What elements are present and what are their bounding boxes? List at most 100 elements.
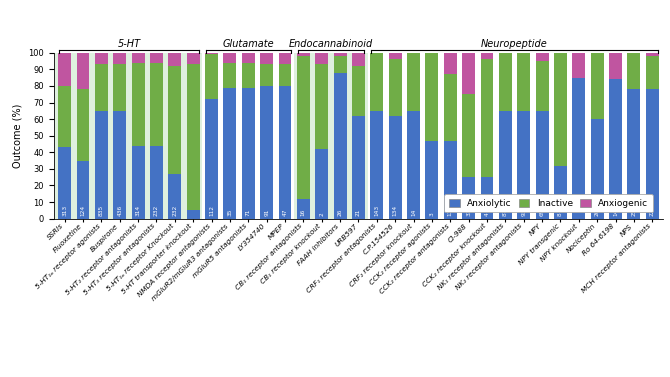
- Bar: [352, 66, 365, 116]
- Bar: [444, 141, 457, 219]
- Bar: [187, 53, 200, 64]
- Bar: [389, 60, 401, 116]
- Text: 14: 14: [613, 209, 618, 216]
- Bar: [95, 53, 108, 64]
- Bar: [462, 53, 475, 94]
- Bar: [131, 63, 145, 146]
- Bar: [371, 111, 383, 219]
- Bar: [334, 56, 346, 73]
- Text: 14: 14: [411, 209, 416, 216]
- Bar: [425, 141, 438, 219]
- Bar: [242, 53, 255, 63]
- Bar: [368, 53, 661, 219]
- Bar: [646, 89, 659, 219]
- Text: 835: 835: [99, 205, 104, 216]
- Bar: [95, 64, 108, 111]
- Bar: [499, 111, 512, 219]
- Text: 5-HT: 5-HT: [117, 39, 141, 49]
- Bar: [517, 111, 530, 219]
- Bar: [242, 63, 255, 87]
- Text: 4: 4: [484, 212, 490, 216]
- Bar: [150, 53, 163, 63]
- Bar: [572, 53, 586, 78]
- Bar: [444, 74, 457, 141]
- Bar: [425, 53, 438, 141]
- Text: Neuropeptide: Neuropeptide: [481, 39, 548, 49]
- Bar: [628, 89, 641, 219]
- Bar: [131, 53, 145, 63]
- Text: 25: 25: [631, 209, 636, 216]
- Text: 3: 3: [429, 212, 434, 216]
- Text: 20: 20: [595, 209, 600, 216]
- Bar: [389, 53, 401, 60]
- Text: 232: 232: [172, 205, 178, 216]
- Bar: [316, 53, 328, 64]
- Text: 134: 134: [393, 205, 398, 216]
- Text: 124: 124: [80, 205, 86, 216]
- Bar: [205, 53, 218, 54]
- Bar: [371, 53, 383, 111]
- Bar: [554, 53, 567, 166]
- Text: 35: 35: [227, 209, 232, 216]
- Bar: [536, 61, 549, 111]
- Bar: [56, 53, 202, 219]
- Bar: [334, 53, 346, 56]
- Bar: [499, 53, 512, 111]
- Bar: [480, 177, 493, 219]
- Bar: [462, 177, 475, 219]
- Bar: [591, 119, 604, 219]
- Bar: [297, 199, 310, 219]
- Text: 2: 2: [319, 212, 324, 216]
- Bar: [554, 166, 567, 219]
- Bar: [260, 64, 273, 86]
- Bar: [205, 54, 218, 99]
- Bar: [297, 56, 310, 199]
- Text: 314: 314: [135, 205, 141, 216]
- Bar: [444, 53, 457, 74]
- Bar: [113, 53, 126, 64]
- Bar: [462, 94, 475, 177]
- Bar: [58, 147, 71, 219]
- Bar: [609, 53, 622, 79]
- Bar: [202, 53, 294, 219]
- Text: 16: 16: [301, 209, 306, 216]
- Bar: [150, 146, 163, 219]
- Bar: [536, 53, 549, 61]
- Bar: [187, 210, 200, 219]
- Bar: [260, 53, 273, 64]
- Bar: [407, 53, 420, 111]
- Text: 93: 93: [521, 209, 526, 216]
- Text: 22: 22: [650, 209, 655, 216]
- Bar: [480, 60, 493, 177]
- Bar: [168, 174, 181, 219]
- Bar: [58, 86, 71, 147]
- Bar: [646, 56, 659, 89]
- Bar: [113, 64, 126, 111]
- Bar: [389, 116, 401, 219]
- Bar: [294, 53, 368, 219]
- Bar: [407, 111, 420, 219]
- Bar: [242, 87, 255, 219]
- Bar: [517, 53, 530, 111]
- Text: Endocannabinoid: Endocannabinoid: [289, 39, 373, 49]
- Text: 436: 436: [117, 205, 122, 216]
- Bar: [316, 149, 328, 219]
- Text: 143: 143: [375, 205, 379, 216]
- Bar: [646, 53, 659, 56]
- Bar: [316, 64, 328, 149]
- Bar: [205, 99, 218, 219]
- Bar: [113, 111, 126, 219]
- Bar: [536, 111, 549, 219]
- Bar: [480, 53, 493, 60]
- Bar: [297, 53, 310, 56]
- Bar: [58, 53, 71, 86]
- Legend: Anxiolytic, Inactive, Anxiogenic: Anxiolytic, Inactive, Anxiogenic: [444, 195, 653, 213]
- Bar: [334, 73, 346, 219]
- Text: 8: 8: [558, 212, 563, 216]
- Bar: [279, 53, 291, 64]
- Bar: [224, 63, 237, 87]
- Bar: [95, 111, 108, 219]
- Bar: [150, 63, 163, 146]
- Bar: [609, 79, 622, 219]
- Y-axis label: Outcome (%): Outcome (%): [13, 104, 23, 168]
